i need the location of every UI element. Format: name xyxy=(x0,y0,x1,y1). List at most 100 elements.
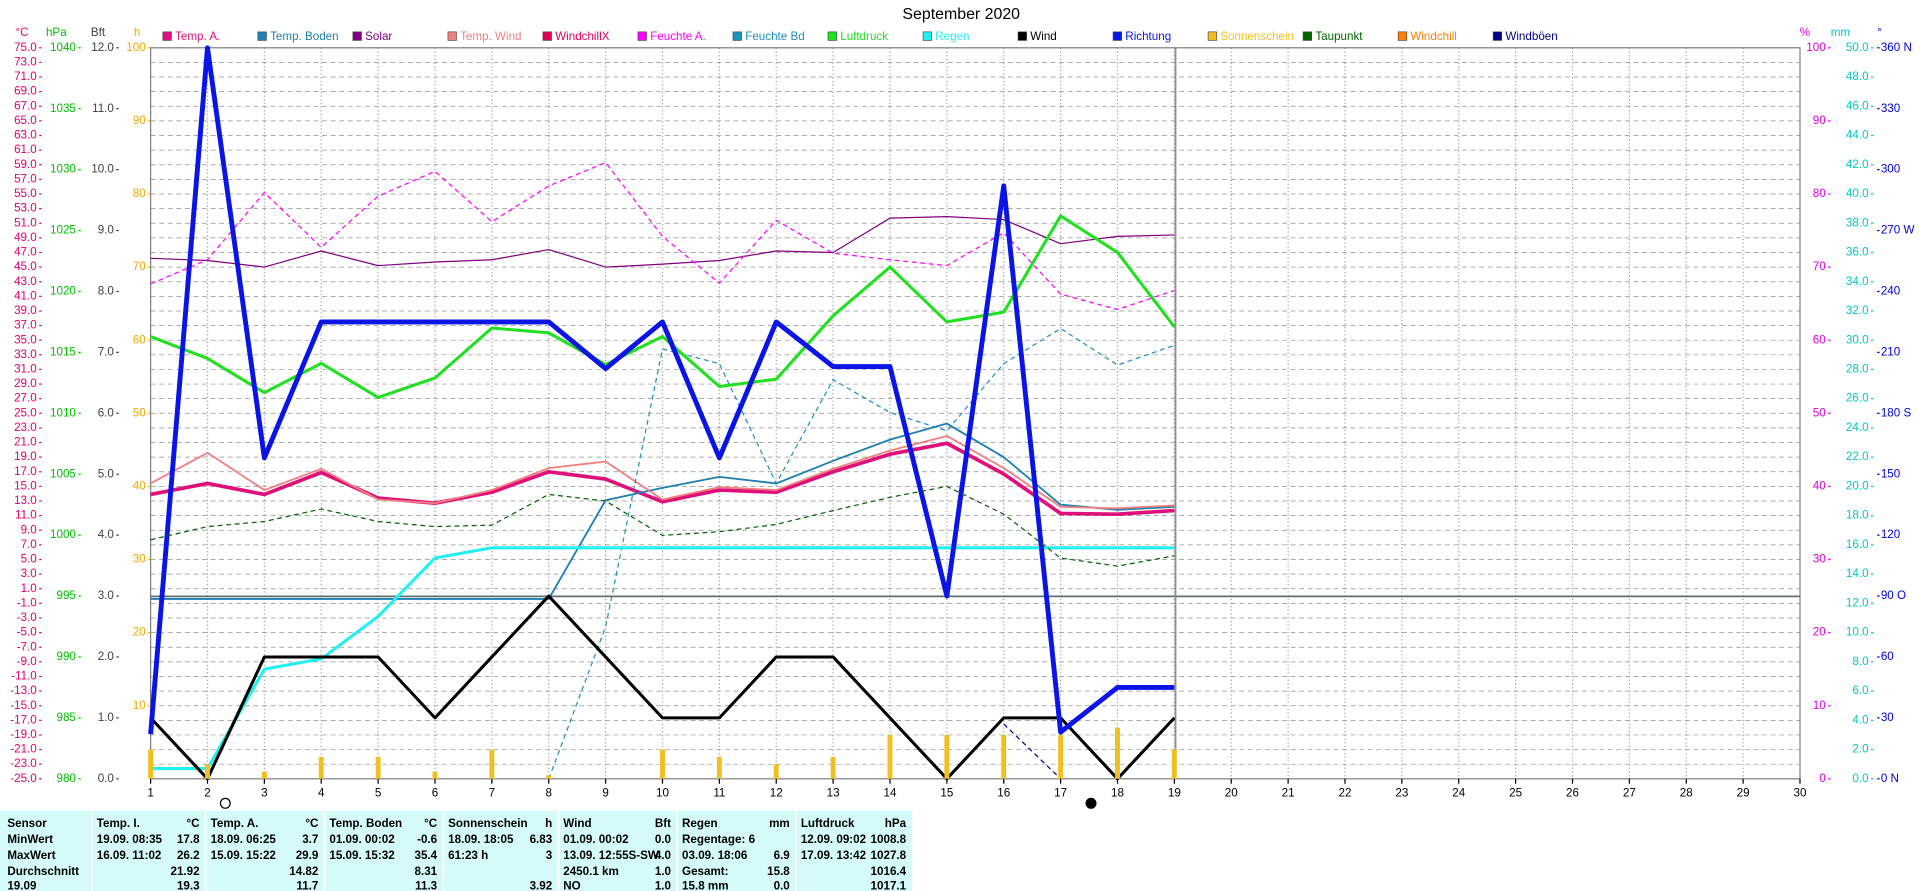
legend-swatch xyxy=(1207,31,1217,41)
cell-value: 26.2 xyxy=(177,849,200,862)
y-tick-label: 27.0 xyxy=(14,392,37,405)
legend-label: Feuchte Bd xyxy=(745,30,804,43)
column-header: Wind xyxy=(563,817,591,830)
cell-text: 01.09. 00:02 xyxy=(563,833,628,846)
y-tick-label: 3.0 xyxy=(21,567,38,580)
legend-swatch xyxy=(732,31,742,41)
x-tick-label: 14 xyxy=(884,787,897,800)
y-tick-label: 2.0 xyxy=(1852,743,1869,756)
y-tick-label: 31.0 xyxy=(14,363,37,376)
x-tick-label: 25 xyxy=(1509,787,1522,800)
cell-value: 0.0 xyxy=(655,833,671,846)
y-tick-label: 53.0 xyxy=(14,202,37,215)
legend-label: Windböen xyxy=(1505,30,1557,43)
y-tick-label: 10.0 xyxy=(1846,626,1869,639)
series-line xyxy=(150,216,1175,268)
cell-value: 29.9 xyxy=(296,849,319,862)
y-tick-label: 0.0 xyxy=(1852,772,1869,785)
x-tick-label: 10 xyxy=(656,787,669,800)
y-tick-label: 75.0 xyxy=(14,41,37,54)
y-tick-label: 0 N xyxy=(1881,772,1899,785)
x-tick-label: 27 xyxy=(1623,787,1636,800)
x-tick-label: 8 xyxy=(546,787,552,800)
axis-title: % xyxy=(1800,26,1810,39)
cell-value: 8.31 xyxy=(415,865,438,878)
y-tick-label: 10 xyxy=(133,699,146,712)
y-tick-label: 8.0 xyxy=(1852,655,1869,668)
y-tick-label: 15.0 xyxy=(14,479,37,492)
cell-text: 01.09. 00:02 xyxy=(329,833,394,846)
y-tick-label: 14.0 xyxy=(1846,567,1869,580)
grid xyxy=(150,47,1800,779)
y-tick-label: 30 xyxy=(1813,553,1826,566)
bar xyxy=(148,749,154,779)
legend-swatch xyxy=(447,31,457,41)
y-tick-label: 32.0 xyxy=(1846,304,1869,317)
x-tick-label: 22 xyxy=(1339,787,1352,800)
y-tick-label: 995 xyxy=(57,589,76,602)
series-line xyxy=(1003,723,1062,780)
y-tick-label: 80 xyxy=(133,187,146,200)
y-tick-label: 45.0 xyxy=(14,260,37,273)
x-tick-label: 20 xyxy=(1225,787,1238,800)
y-tick-label: 48.0 xyxy=(1846,70,1869,83)
y-tick-label: -11.0 xyxy=(11,670,37,683)
y-tick-label: 50 xyxy=(133,406,146,419)
cell-value: 1016.4 xyxy=(871,865,907,878)
bar xyxy=(887,734,893,779)
y-tick-label: 73.0 xyxy=(14,55,37,68)
legend-swatch xyxy=(1112,31,1122,41)
y-tick-label: 240 xyxy=(1881,285,1901,298)
x-tick-label: 6 xyxy=(432,787,438,800)
x-tick-label: 13 xyxy=(827,787,840,800)
y-tick-label: 21.0 xyxy=(14,436,37,449)
y-tick-label: -1.0 xyxy=(17,596,38,609)
y-tick-label: -23.0 xyxy=(10,757,37,770)
y-tick-label: 24.0 xyxy=(1846,421,1869,434)
y-tick-label: 19.0 xyxy=(14,450,37,463)
y-tick-label: 9.0 xyxy=(98,224,115,237)
y-tick-label: 8.0 xyxy=(98,285,115,298)
cell-value: 3.7 xyxy=(302,833,318,846)
legend-swatch xyxy=(542,31,552,41)
cell-text: 03.09. 18:06 xyxy=(682,849,748,862)
row-label: Durchschnitt xyxy=(7,865,79,878)
bar xyxy=(489,749,495,779)
series-line xyxy=(150,485,1175,567)
y-tick-label: 65.0 xyxy=(14,114,37,127)
y-tick-label: 0.0 xyxy=(98,772,115,785)
x-tick-label: 9 xyxy=(602,787,608,800)
cell-value: 0.0 xyxy=(774,880,790,891)
bar xyxy=(546,775,552,779)
cell-value: 1.0 xyxy=(655,865,671,878)
cell-value: 1017.1 xyxy=(871,880,907,891)
y-tick-label: 51.0 xyxy=(14,216,37,229)
column-header: Sonnenschein xyxy=(448,817,527,830)
y-tick-label: 50.0 xyxy=(1846,41,1869,54)
column-header: Temp. Boden xyxy=(329,817,402,830)
y-tick-label: 11.0 xyxy=(15,509,37,522)
column-unit: °C xyxy=(187,817,201,830)
x-tick-label: 28 xyxy=(1680,787,1693,800)
y-tick-label: 985 xyxy=(57,711,76,724)
axis-title: h xyxy=(134,26,140,39)
column-unit: hPa xyxy=(885,817,907,830)
y-tick-label: 1035 xyxy=(50,102,76,115)
y-tick-label: 4.0 xyxy=(1852,713,1869,726)
y-tick-label: 4.0 xyxy=(98,528,115,541)
y-tick-label: -13.0 xyxy=(10,684,37,697)
cell-text: NO xyxy=(563,880,580,891)
cell-value: 6.83 xyxy=(530,833,553,846)
y-tick-label: 1.0 xyxy=(98,711,115,724)
y-tick-label: 44.0 xyxy=(1846,129,1869,142)
legend-swatch xyxy=(827,31,837,41)
column-header: Temp. A. xyxy=(211,817,259,830)
y-tick-label: 7.0 xyxy=(21,538,38,551)
cell-value: 19.3 xyxy=(177,880,200,891)
cell-text: Gesamt: xyxy=(682,865,729,878)
y-tick-label: 63.0 xyxy=(14,129,37,142)
y-tick-label: 1015 xyxy=(50,345,76,358)
y-tick-label: 50 xyxy=(1813,406,1826,419)
column-header: Temp. I. xyxy=(97,817,140,830)
axis-title: Bft xyxy=(91,26,106,39)
